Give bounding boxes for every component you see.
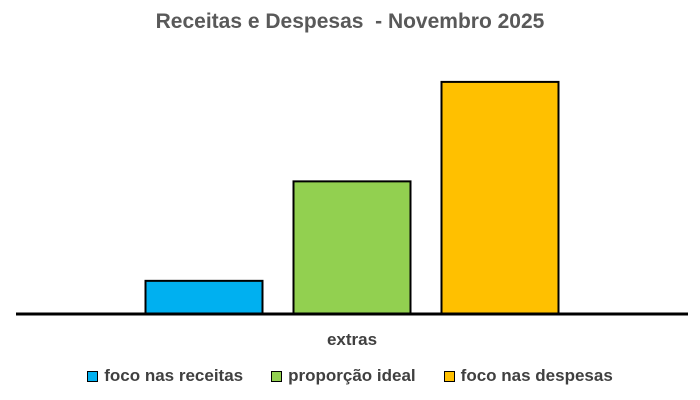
legend-item-proporcao-ideal: proporção ideal <box>271 366 416 386</box>
legend: foco nas receitas proporção ideal foco n… <box>0 366 700 386</box>
legend-label-foco-nas-despesas: foco nas despesas <box>460 366 613 385</box>
bars-group <box>144 80 560 316</box>
legend-swatch-proporcao-ideal <box>271 370 283 382</box>
legend-label-foco-nas-receitas: foco nas receitas <box>104 366 244 385</box>
bar-foco-nas-despesas <box>440 80 560 316</box>
legend-item-foco-nas-despesas: foco nas despesas <box>443 366 613 386</box>
legend-item-foco-nas-receitas: foco nas receitas <box>87 366 243 386</box>
legend-swatch-foco-nas-receitas <box>87 370 99 382</box>
bar-foco-nas-receitas <box>144 279 264 315</box>
bar-proporcao-ideal <box>292 180 412 315</box>
chart-title: Receitas e Despesas - Novembro 2025 <box>155 10 545 33</box>
legend-swatch-foco-nas-despesas <box>443 370 455 382</box>
legend-label-proporcao-ideal: proporção ideal <box>288 366 416 385</box>
x-category-label: extras <box>327 330 377 349</box>
